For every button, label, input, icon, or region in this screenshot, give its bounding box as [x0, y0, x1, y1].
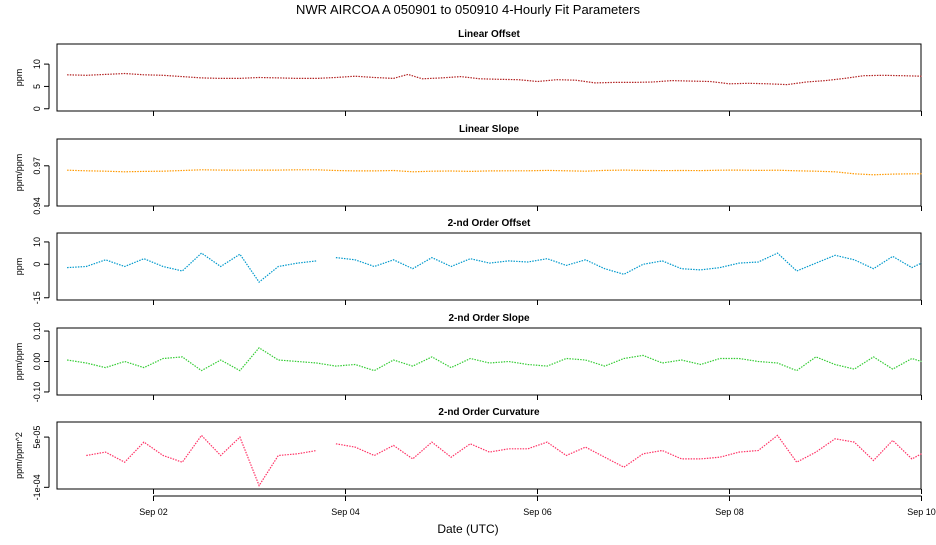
y-axis-label: ppm/ppm — [14, 343, 24, 381]
panel-frame — [56, 421, 922, 490]
panel-title: 2-nd Order Curvature — [438, 407, 540, 418]
x-tick-label: Sep 04 — [331, 507, 360, 517]
series-line-2 — [335, 252, 922, 275]
series-line-2 — [335, 434, 922, 468]
y-axis-label: ppm/ppm^2 — [14, 432, 24, 479]
panels: Linear Offset ppm 0 5 10 Linear Slope ppm/ppm 0… — [14, 29, 922, 500]
y-tick-label: 0 — [32, 106, 42, 111]
panel-title: Linear Slope — [459, 124, 519, 135]
series-line-1 — [67, 72, 922, 86]
y-tick-label: 0.94 — [32, 197, 42, 215]
y-axis-label: ppm/ppm — [14, 154, 24, 192]
x-axis: Sep 02 Sep 04 Sep 06 Sep 08 Sep 10 — [139, 495, 936, 517]
y-tick-label: 10 — [32, 237, 42, 247]
series-line-1 — [67, 169, 922, 176]
x-tick-label: Sep 02 — [139, 507, 168, 517]
y-tick-label: -15 — [32, 291, 42, 304]
y-axis-label: ppm — [14, 69, 24, 87]
x-tick-label: Sep 10 — [907, 507, 936, 517]
panel-title: 2-nd Order Slope — [448, 313, 530, 324]
x-tick-label: Sep 06 — [523, 507, 552, 517]
panel-frame — [56, 138, 922, 207]
panel-2: Linear Slope ppm/ppm 0.94 0.97 — [14, 124, 922, 215]
panel-5: 2-nd Order Curvature ppm/ppm^2 -1e-04 5e-05 — [14, 407, 922, 500]
x-axis-label: Date (UTC) — [437, 522, 498, 536]
y-tick-label: 5 — [32, 84, 42, 89]
y-tick-label: -1e-04 — [32, 474, 42, 500]
y-axis-label: ppm — [14, 258, 24, 276]
panel-frame — [56, 43, 922, 112]
y-tick-label: 0 — [32, 262, 42, 267]
series-line-1 — [67, 347, 922, 372]
y-tick-label: 0.00 — [32, 353, 42, 371]
series-line-1 — [67, 252, 317, 283]
panel-title: 2-nd Order Offset — [448, 218, 531, 229]
panel-1: Linear Offset ppm 0 5 10 — [14, 29, 922, 116]
panel-title: Linear Offset — [458, 29, 520, 40]
panel-frame — [56, 327, 922, 396]
x-tick-label: Sep 08 — [715, 507, 744, 517]
panel-frame — [56, 232, 922, 301]
panel-3: 2-nd Order Offset ppm -15 0 10 — [14, 218, 922, 305]
series-line-1 — [86, 434, 317, 487]
panel-4: 2-nd Order Slope ppm/ppm -0.10 0.00 0.10 — [14, 313, 922, 402]
y-tick-label: 0.10 — [32, 322, 42, 340]
figure-title: NWR AIRCOA A 050901 to 050910 4-Hourly F… — [296, 2, 640, 17]
y-tick-label: 5e-05 — [32, 426, 42, 449]
y-tick-label: -0.10 — [32, 382, 42, 403]
y-tick-label: 10 — [32, 59, 42, 69]
y-tick-label: 0.97 — [32, 157, 42, 175]
